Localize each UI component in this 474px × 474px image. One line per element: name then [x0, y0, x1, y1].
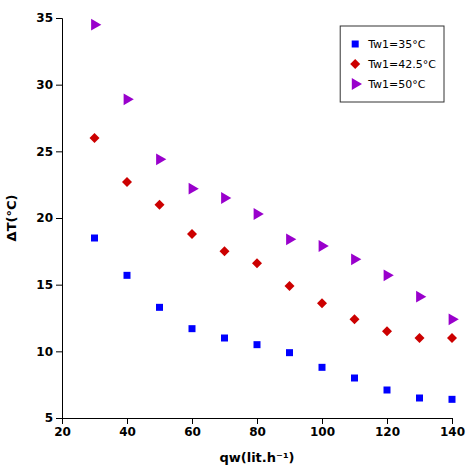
tick-mark — [257, 418, 258, 424]
point — [286, 233, 296, 245]
tick-label: 20 — [54, 425, 71, 439]
point — [382, 326, 392, 336]
tick-label: 25 — [36, 145, 53, 159]
tick-mark — [192, 418, 193, 424]
point — [252, 258, 262, 268]
tick-mark — [127, 418, 128, 424]
tick-label: 40 — [119, 425, 136, 439]
point — [286, 349, 293, 356]
point — [124, 93, 134, 105]
axis-line — [63, 419, 453, 425]
legend-swatch — [352, 78, 362, 90]
legend-label: Tw1=42.5°C — [367, 58, 436, 71]
point — [221, 335, 228, 342]
point — [351, 253, 361, 265]
tick-label: 15 — [36, 278, 53, 292]
point — [221, 192, 231, 204]
tick-mark — [322, 418, 323, 424]
point — [156, 153, 166, 165]
tick: 20 — [54, 418, 71, 439]
tick-label: 60 — [184, 425, 201, 439]
tick-mark — [56, 285, 62, 286]
series — [90, 133, 457, 343]
tick: 30 — [36, 78, 62, 92]
point — [449, 313, 459, 325]
tick: 120 — [375, 418, 400, 439]
point — [416, 395, 423, 402]
axis-line — [56, 19, 63, 419]
marks — [90, 19, 459, 403]
tick-label: 120 — [375, 425, 400, 439]
legend: Tw1=35°C Tw1=42.5°C Tw1=50°C — [340, 26, 444, 102]
point — [351, 375, 358, 382]
point — [415, 333, 425, 343]
tick-label: 80 — [249, 425, 266, 439]
tick-mark — [56, 18, 62, 19]
tick: 140 — [440, 418, 465, 439]
point — [319, 364, 326, 371]
point — [91, 19, 101, 31]
tick-mark — [452, 418, 453, 424]
tick: 15 — [36, 278, 62, 292]
tick-mark — [56, 151, 62, 152]
tick-label: 35 — [36, 11, 53, 25]
legend-label: Tw1=35°C — [367, 38, 426, 51]
point — [220, 246, 230, 256]
legend-swatch — [350, 59, 360, 69]
point — [156, 304, 163, 311]
point — [384, 387, 391, 394]
point — [416, 291, 426, 303]
tick-mark — [56, 85, 62, 86]
y-axis-title: ΔT(°C) — [4, 195, 19, 242]
tick-label: 140 — [440, 425, 465, 439]
point — [319, 240, 329, 252]
tick-mark — [387, 418, 388, 424]
plot: 204060801001201405101520253035Tw1=35°CTw… — [36, 11, 465, 438]
tick: 80 — [249, 418, 266, 439]
tick: 100 — [310, 418, 335, 439]
tick: 5 — [45, 411, 62, 425]
tick: 10 — [36, 345, 62, 359]
point — [254, 208, 264, 220]
legend-swatch — [352, 41, 359, 48]
point — [449, 396, 456, 403]
point — [254, 341, 261, 348]
point — [90, 133, 100, 143]
point — [91, 235, 98, 242]
tick: 25 — [36, 145, 62, 159]
point — [187, 229, 197, 239]
point — [384, 269, 394, 281]
legend-frame — [340, 26, 444, 102]
tick: 20 — [36, 211, 62, 225]
tick-mark — [56, 351, 62, 352]
y-axis: 5 10 15 20 25 30 35 — [36, 11, 62, 425]
point — [350, 314, 360, 324]
series — [91, 235, 456, 403]
tick: 35 — [36, 11, 62, 25]
tick-label: 100 — [310, 425, 335, 439]
point — [189, 325, 196, 332]
x-axis: 20 40 60 80 100 120 140 — [54, 418, 465, 439]
point — [317, 298, 327, 308]
tick-label: 10 — [36, 345, 53, 359]
tick-label: 30 — [36, 78, 53, 92]
point — [447, 333, 457, 343]
point — [285, 281, 295, 291]
x-axis-title: qw(lit.h⁻¹) — [219, 450, 294, 465]
tick: 60 — [184, 418, 201, 439]
tick-label: 5 — [45, 411, 53, 425]
tick-label: 20 — [36, 211, 53, 225]
tick-mark — [56, 218, 62, 219]
point — [122, 177, 132, 187]
series — [91, 19, 459, 325]
tick: 40 — [119, 418, 136, 439]
tick-mark — [56, 418, 62, 419]
point — [155, 200, 165, 210]
legend-label: Tw1=50°C — [367, 78, 426, 91]
point — [189, 183, 199, 195]
point — [124, 272, 131, 279]
chart: 204060801001201405101520253035Tw1=35°CTw… — [0, 0, 474, 474]
